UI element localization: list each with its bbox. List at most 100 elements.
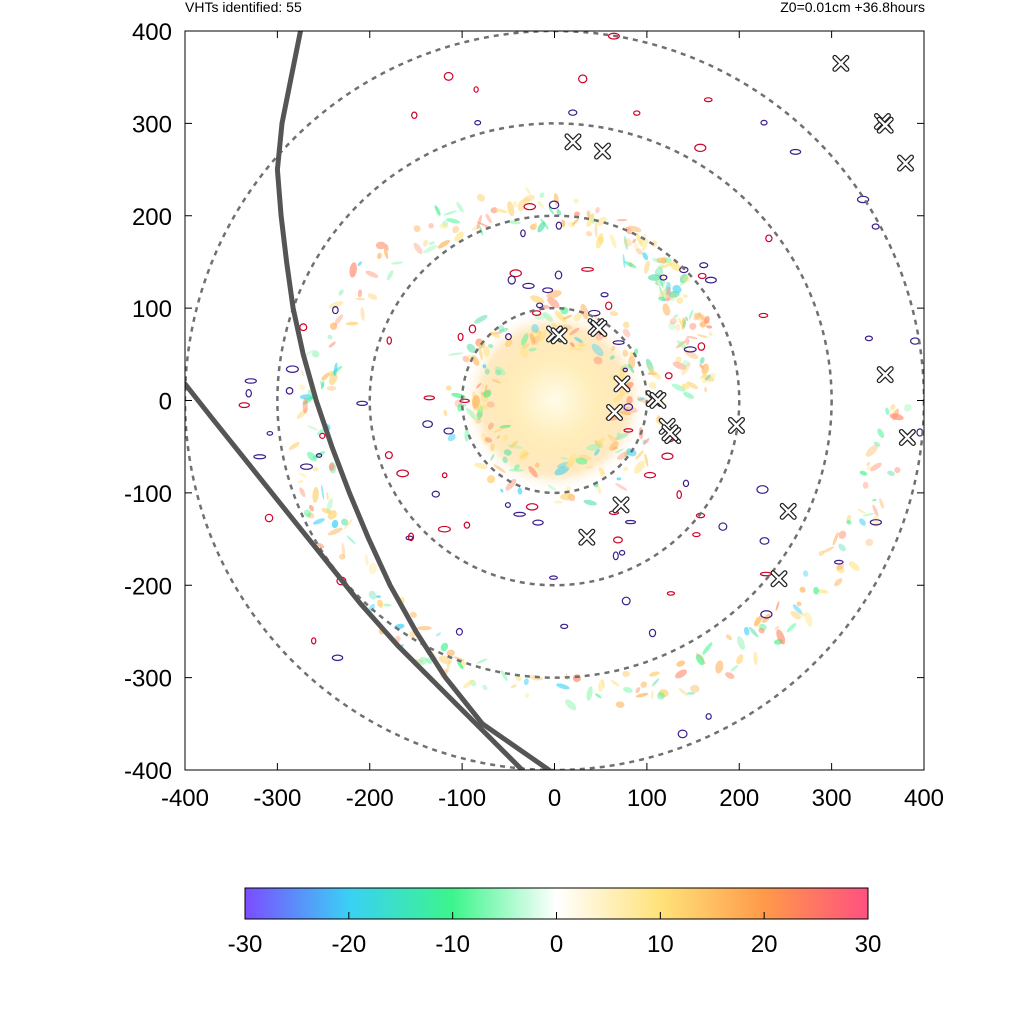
field-speckle <box>715 660 724 674</box>
field-speckle <box>306 451 318 462</box>
field-speckle <box>445 385 452 391</box>
field-speckle <box>416 626 432 631</box>
field-speckle <box>686 381 699 390</box>
field-speckle <box>688 309 694 320</box>
field-speckle <box>452 225 460 234</box>
field-speckle <box>302 397 308 414</box>
contour-loop <box>643 471 657 479</box>
contour-loop <box>682 479 690 488</box>
field-speckle <box>476 412 483 418</box>
field-speckle <box>635 450 644 460</box>
field-speckle <box>656 692 665 700</box>
field-speckle <box>619 410 632 416</box>
field-speckle <box>365 270 379 278</box>
field-speckle <box>730 664 739 672</box>
field-speckle <box>636 248 643 255</box>
contour-loop <box>384 451 393 460</box>
contour-loop <box>548 200 560 210</box>
range-ring <box>368 214 741 587</box>
field-speckle <box>343 518 353 530</box>
contour-loop <box>697 272 707 280</box>
field-speckle <box>586 686 593 701</box>
field-speckle <box>328 463 335 471</box>
field-speckle <box>683 392 695 399</box>
field-speckle <box>675 323 681 331</box>
field-speckle <box>328 341 336 348</box>
contour-loop <box>441 472 448 479</box>
contour-loop <box>285 387 294 395</box>
field-speckle <box>485 213 492 224</box>
field-speckle <box>862 512 876 517</box>
contour-loop <box>758 312 769 319</box>
field-speckle <box>377 252 382 260</box>
field-speckle <box>753 651 758 666</box>
field-speckle <box>675 356 682 363</box>
contour-loop <box>568 109 578 116</box>
field-speckle <box>490 454 495 461</box>
field-speckle <box>446 649 455 657</box>
field-speckle <box>635 687 641 694</box>
field-speckle <box>531 324 539 333</box>
contour-loop <box>431 490 440 498</box>
field-speckle <box>708 331 713 336</box>
contour-loop <box>871 223 880 230</box>
field-speckle <box>695 652 707 665</box>
field-speckle <box>556 209 562 216</box>
range-ring <box>460 306 649 495</box>
x-tick-label: -200 <box>346 785 394 812</box>
field-speckle <box>682 275 691 283</box>
field-speckle <box>440 642 449 652</box>
field-speckle <box>615 701 625 708</box>
field-speckle <box>321 372 330 381</box>
field-speckle <box>651 690 654 700</box>
contour-loop <box>618 549 626 556</box>
field-speckle <box>800 612 806 617</box>
field-speckle <box>571 219 579 226</box>
field-speckle <box>346 535 356 545</box>
field-speckle <box>566 453 578 467</box>
contour-loop <box>623 403 634 411</box>
field-speckle <box>491 379 502 384</box>
field-speckle <box>341 518 349 526</box>
contour-loop <box>554 270 563 280</box>
y-tick-label: 300 <box>132 111 172 138</box>
field-speckle <box>704 374 711 381</box>
field-speckle <box>535 462 540 468</box>
field-speckle <box>364 553 369 566</box>
field-speckle <box>615 448 624 454</box>
field-speckle <box>574 211 580 217</box>
field-speckle <box>375 241 387 250</box>
field-speckle <box>525 186 532 196</box>
field-speckle <box>642 238 649 251</box>
contour-loop <box>677 729 688 739</box>
field-speckle <box>410 611 417 618</box>
field-speckle <box>686 335 698 340</box>
field-speckle <box>309 504 314 512</box>
contour-loop <box>536 302 544 309</box>
field-speckle <box>493 464 506 473</box>
field-speckle <box>326 492 329 500</box>
field-speckle <box>623 236 628 250</box>
field-speckle <box>523 678 529 686</box>
contour-loop <box>525 503 539 511</box>
range-rings <box>185 31 924 770</box>
field-speckle <box>303 509 312 518</box>
field-speckle <box>877 428 885 439</box>
field-speckle <box>838 530 847 539</box>
field-speckle <box>676 660 686 667</box>
field-speckle <box>690 684 700 693</box>
field-speckle <box>890 404 896 411</box>
contour-loop <box>703 97 713 103</box>
field-speckle <box>537 200 544 208</box>
field-speckle <box>482 346 491 357</box>
field-speckle <box>693 312 702 321</box>
field-speckle <box>383 247 389 260</box>
field-speckle <box>682 319 687 328</box>
contour-loop <box>664 372 673 380</box>
vorticity-field <box>238 32 924 739</box>
field-speckle <box>654 279 666 287</box>
field-speckle <box>553 500 564 504</box>
field-speckle <box>502 435 509 442</box>
field-speckle <box>504 339 513 348</box>
contour-loop <box>588 309 601 317</box>
